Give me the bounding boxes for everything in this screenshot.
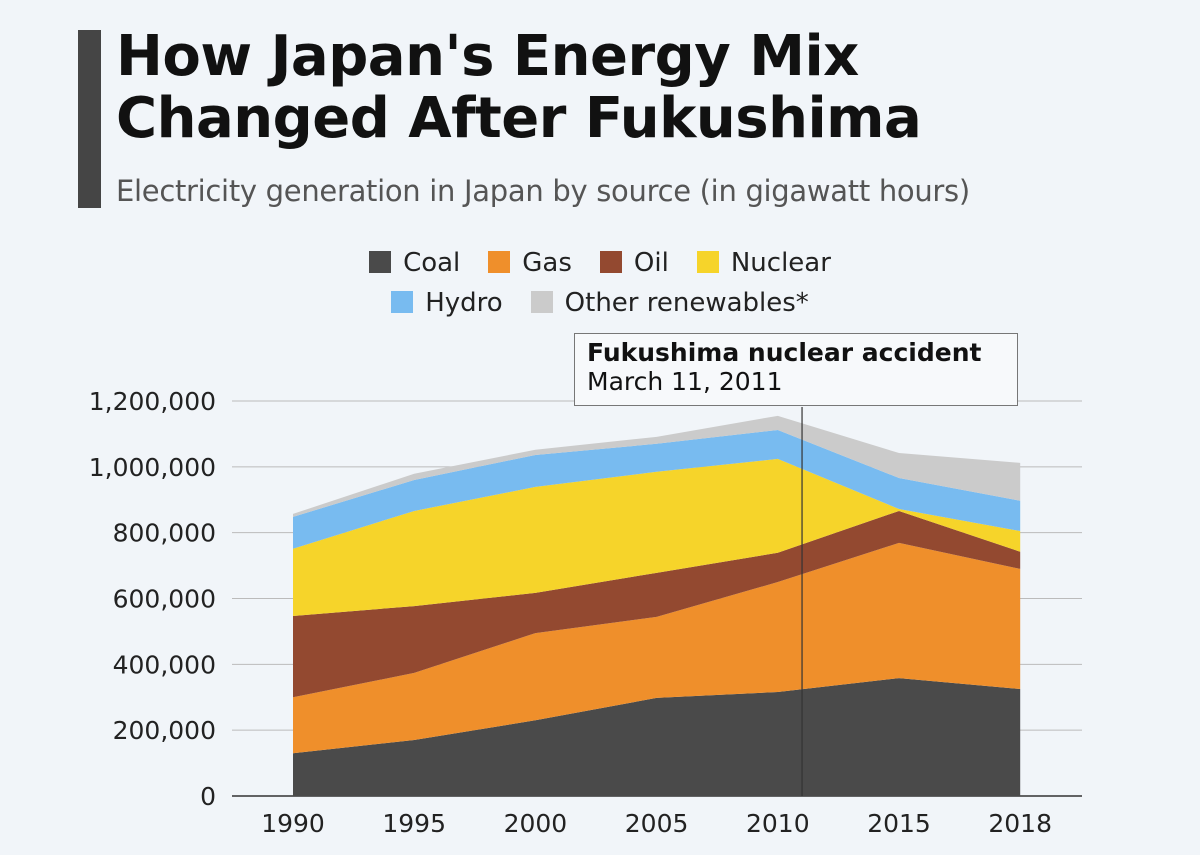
area-hydro [293,429,1021,549]
legend-item-other-renewables: Other renewables* [530,288,809,318]
fukushima-annotation: Fukushima nuclear accident March 11, 201… [574,333,1018,406]
x-tick-label: 1990 [261,809,325,838]
x-tick-label: 2015 [867,809,931,838]
y-tick-label: 600,000 [113,585,216,614]
annotation-date: March 11, 2011 [587,367,783,396]
legend-item-hydro: Hydro [391,288,503,318]
y-tick-label: 200,000 [113,716,216,745]
y-tick-label: 0 [200,782,216,811]
legend-swatch [391,291,414,313]
legend-label: Other renewables* [564,288,809,318]
area-coal [293,678,1021,796]
legend-item-coal: Coal [369,248,460,278]
x-tick-label: 2010 [746,809,810,838]
title-line-2: Changed After Fukushima [116,86,922,151]
legend-swatch [530,291,553,313]
area-gas [293,542,1021,754]
area-other-renewables [293,415,1021,517]
title-line-1: How Japan's Energy Mix [116,24,859,89]
area-oil [293,510,1021,698]
chart-title: How Japan's Energy Mix Changed After Fuku… [116,24,922,151]
x-tick-label: 1995 [382,809,446,838]
legend-label: Hydro [425,288,503,318]
area-nuclear [293,458,1021,616]
legend-item-gas: Gas [488,248,572,278]
x-tick-label: 2005 [625,809,689,838]
chart-subtitle: Electricity generation in Japan by sourc… [116,174,970,208]
legend-swatch [696,251,719,273]
y-tick-label: 1,200,000 [89,387,216,416]
legend-swatch [599,251,622,273]
y-tick-label: 800,000 [113,519,216,548]
legend-label: Coal [403,248,461,278]
legend-row-2: Hydro Other renewables* [0,288,1200,318]
y-tick-label: 400,000 [113,650,216,679]
x-tick-label: 2000 [504,809,568,838]
legend-swatch [488,251,511,273]
legend-label: Oil [633,248,669,278]
legend-swatch [369,251,392,273]
legend-label: Gas [522,248,572,278]
legend-item-nuclear: Nuclear [696,248,831,278]
x-tick-label: 2018 [988,809,1052,838]
legend-label: Nuclear [730,248,831,278]
legend-item-oil: Oil [599,248,669,278]
title-accent-bar [78,30,101,208]
annotation-title: Fukushima nuclear accident [587,338,982,367]
y-tick-label: 1,000,000 [89,453,216,482]
legend-row-1: Coal Gas Oil Nuclear [0,248,1200,278]
